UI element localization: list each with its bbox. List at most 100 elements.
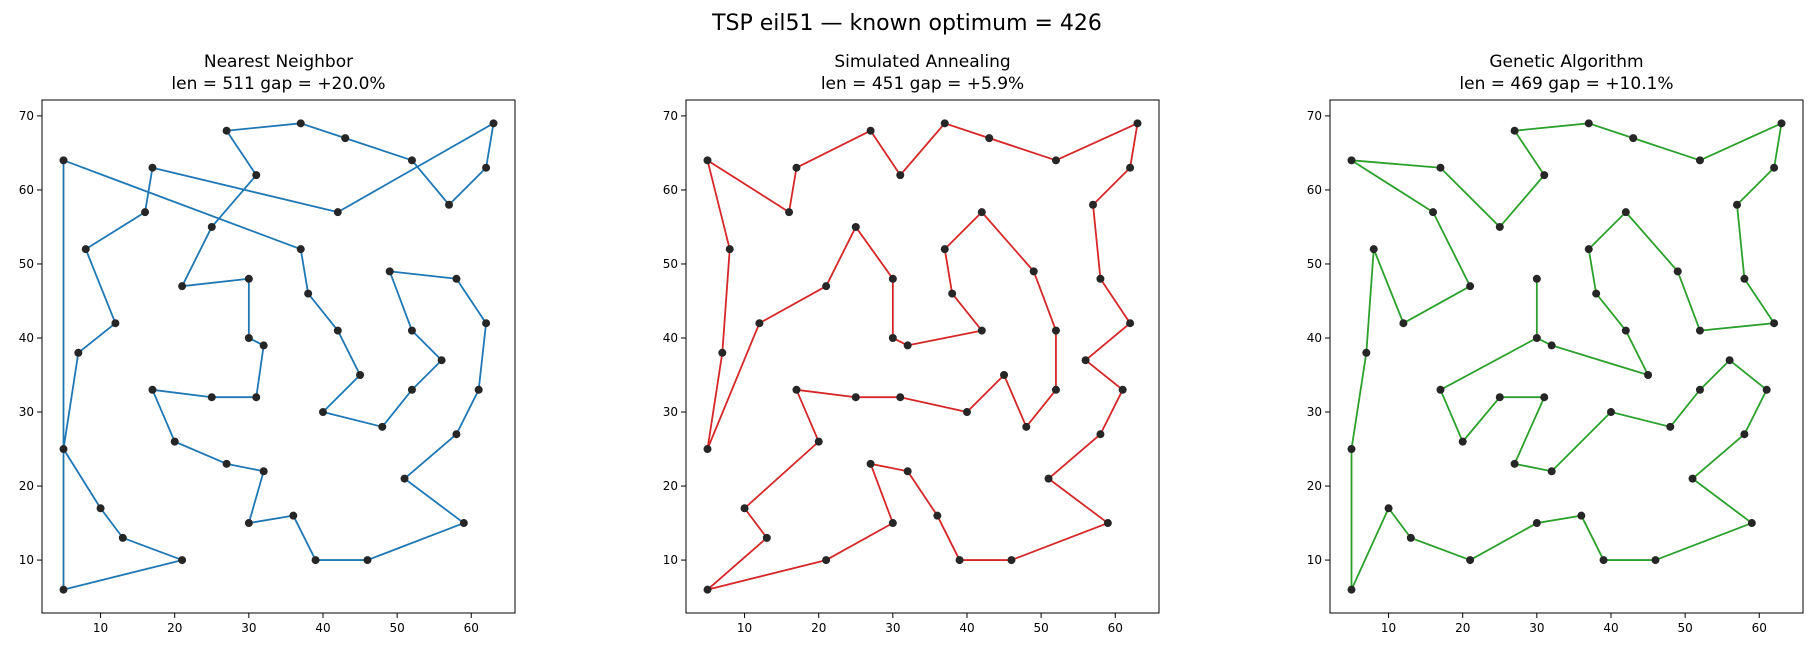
city-point [888,333,897,342]
y-tick-label: 50 [19,257,34,271]
city-point [1547,467,1556,476]
y-tick-label: 10 [19,553,34,567]
city-point [111,319,120,328]
y-tick-label: 10 [663,553,678,567]
city-point [851,222,860,231]
city-point [1688,474,1697,483]
y-tick-label: 50 [1307,257,1322,271]
city-point [244,519,253,528]
city-point [141,208,150,217]
city-point [1044,474,1053,483]
x-tick-label: 20 [1455,621,1470,635]
y-tick-label: 70 [19,109,34,123]
x-tick-label: 40 [959,621,974,635]
city-point [1022,422,1031,431]
city-point [1621,208,1630,217]
city-point [1436,163,1445,172]
y-tick-label: 60 [19,183,34,197]
city-point [1429,208,1438,217]
city-point [96,504,105,513]
city-point [888,519,897,528]
city-point [1540,171,1549,180]
city-point [1747,519,1756,528]
city-point [1532,274,1541,283]
city-point [866,126,875,135]
city-point [459,519,468,528]
city-point [896,171,905,180]
city-point [1495,222,1504,231]
city-point [1126,319,1135,328]
city-point [1577,511,1586,520]
y-tick-label: 40 [1307,331,1322,345]
city-point [296,119,305,128]
city-point [1000,371,1009,380]
city-point [1532,519,1541,528]
x-tick-label: 30 [241,621,256,635]
x-tick-label: 10 [737,621,752,635]
city-point [474,385,483,394]
city-point [489,119,498,128]
y-tick-label: 10 [1307,553,1322,567]
city-point [356,371,365,380]
city-point [1584,245,1593,254]
city-point [341,134,350,143]
city-point [1369,245,1378,254]
city-point [222,126,231,135]
city-point [1725,356,1734,365]
city-point [1666,422,1675,431]
city-point [482,163,491,172]
city-point [940,119,949,128]
city-point [296,245,305,254]
city-point [207,393,216,402]
city-point [1029,267,1038,276]
city-point [1406,533,1415,542]
y-tick-label: 20 [663,479,678,493]
y-tick-label: 30 [663,405,678,419]
city-point [1436,385,1445,394]
city-point [445,200,454,209]
city-point [1510,459,1519,468]
city-point [933,511,942,520]
city-point [1007,556,1016,565]
city-point [252,393,261,402]
city-point [452,274,461,283]
city-point [318,408,327,417]
x-tick-label: 20 [811,621,826,635]
city-point [59,156,68,165]
city-point [1733,200,1742,209]
city-point [822,282,831,291]
city-point [222,459,231,468]
city-point [977,326,986,335]
tour-line [706,122,1139,591]
city-point [792,163,801,172]
city-point [74,348,83,357]
city-point [1777,119,1786,128]
city-point [1770,163,1779,172]
tour-line [62,122,495,591]
y-tick-label: 30 [19,405,34,419]
city-point [407,156,416,165]
axes-frame [685,99,1160,614]
city-point [1629,134,1638,143]
city-point [1540,393,1549,402]
city-point [1051,385,1060,394]
city-point [1695,156,1704,165]
city-point [1096,430,1105,439]
city-point [59,585,68,594]
x-tick-label: 50 [1677,621,1692,635]
city-point [1466,556,1475,565]
city-point [118,533,127,542]
figure-title: TSP eil51 — known optimum = 426 [711,11,1102,36]
city-point [1740,274,1749,283]
city-point [59,445,68,454]
panel-subtitle: len = 469 gap = +10.1% [1459,74,1673,94]
city-point [178,282,187,291]
x-tick-label: 30 [1529,621,1544,635]
x-tick-label: 10 [1381,621,1396,635]
city-point [762,533,771,542]
city-point [482,319,491,328]
axes-frame [41,99,516,614]
